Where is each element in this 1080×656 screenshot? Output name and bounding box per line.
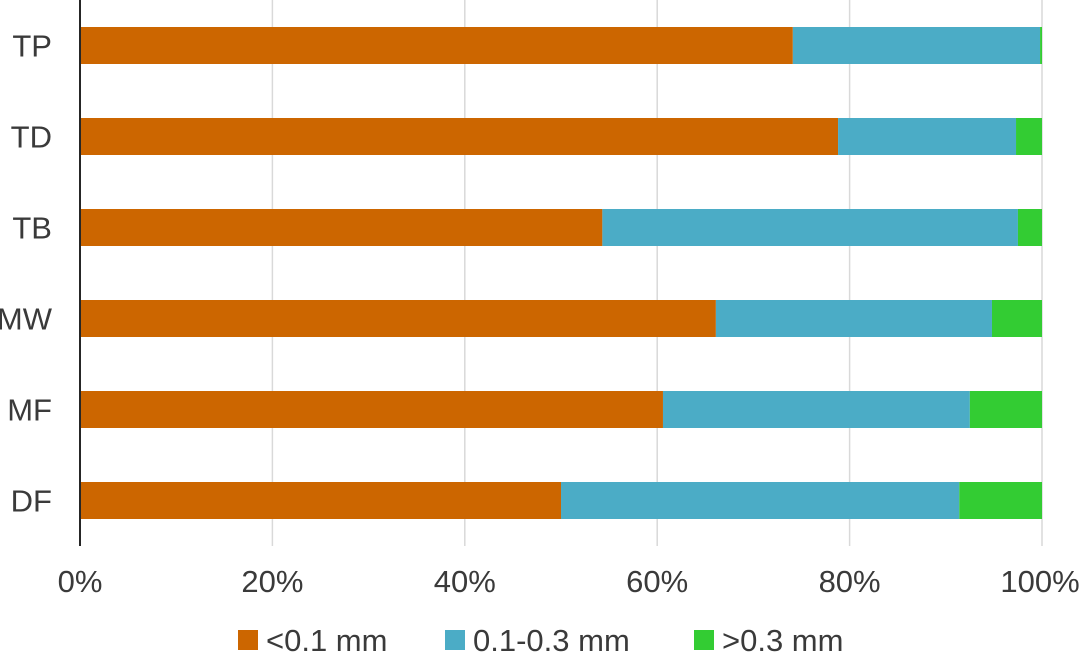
x-tick-label-3: 60% — [626, 564, 688, 599]
gridlines — [271, 0, 1043, 546]
bar-df-series-3 — [959, 482, 1042, 519]
y-tick-label-td: TD — [11, 120, 52, 155]
bar-mf-series-1 — [80, 391, 663, 428]
bar-tb-series-3 — [1017, 209, 1042, 246]
bar-mw-series-2 — [715, 300, 992, 337]
bar-df-series-1 — [80, 482, 561, 519]
legend-label-3: >0.3 mm — [722, 623, 843, 656]
bar-tb-series-2 — [602, 209, 1018, 246]
bar-tp-series-2 — [792, 27, 1041, 64]
y-tick-label-tp: TP — [12, 29, 52, 64]
bar-tp-series-1 — [80, 27, 793, 64]
x-tick-label-1: 20% — [241, 564, 303, 599]
y-tick-label-tb: TB — [12, 211, 52, 246]
bar-tp-series-3 — [1040, 27, 1042, 64]
bars — [80, 27, 1042, 519]
bar-td-series-2 — [838, 118, 1017, 155]
x-tick-label-0: 0% — [58, 564, 103, 599]
x-tick-label-4: 80% — [819, 564, 881, 599]
y-tick-label-df: DF — [11, 484, 52, 519]
bar-td-series-1 — [80, 118, 839, 155]
legend: <0.1 mm 0.1-0.3 mm >0.3 mm — [238, 623, 843, 656]
bar-mw-series-3 — [991, 300, 1042, 337]
legend-swatch-2 — [445, 630, 465, 650]
x-tick-label-5: 100% — [1000, 564, 1079, 599]
bar-mf-series-2 — [662, 391, 970, 428]
x-tick-label-2: 40% — [434, 564, 496, 599]
bar-td-series-3 — [1016, 118, 1042, 155]
y-axis-labels: TP TD TB MW MF DF — [0, 29, 53, 519]
y-tick-label-mf: MF — [7, 393, 52, 428]
legend-swatch-1 — [238, 630, 258, 650]
legend-label-1: <0.1 mm — [266, 623, 387, 656]
bar-mw-series-1 — [80, 300, 716, 337]
bar-df-series-2 — [561, 482, 960, 519]
legend-swatch-3 — [694, 630, 714, 650]
x-axis-labels: 0% 20% 40% 60% 80% 100% — [58, 564, 1080, 599]
legend-label-2: 0.1-0.3 mm — [473, 623, 630, 656]
bar-tb-series-1 — [80, 209, 603, 246]
y-tick-label-mw: MW — [0, 302, 53, 337]
bar-mf-series-3 — [969, 391, 1042, 428]
